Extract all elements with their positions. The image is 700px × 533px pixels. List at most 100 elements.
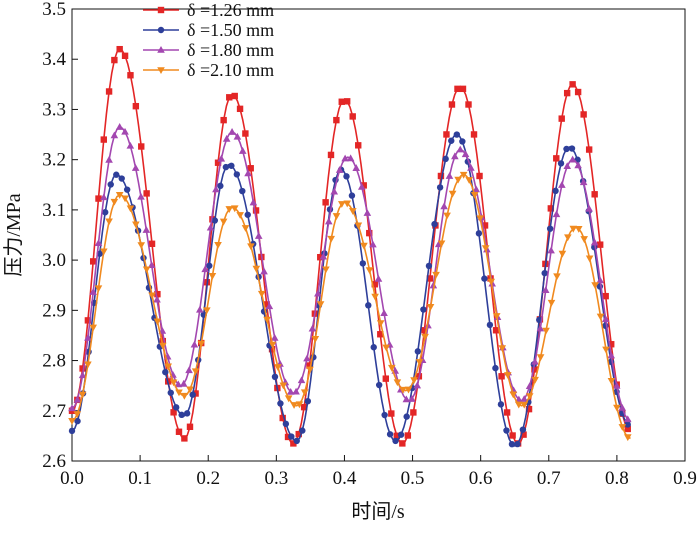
data-point	[492, 364, 499, 372]
data-point	[498, 373, 505, 380]
data-point	[201, 265, 209, 273]
y-tick-label: 3.4	[42, 49, 66, 70]
legend-marker	[157, 67, 165, 74]
data-point	[531, 366, 538, 373]
data-point	[230, 205, 239, 213]
data-point	[536, 324, 545, 332]
data-point	[454, 85, 461, 93]
data-point	[142, 226, 151, 233]
data-point	[211, 217, 219, 224]
data-point	[564, 234, 572, 242]
data-point	[137, 192, 145, 200]
legend-marker	[157, 26, 165, 34]
data-point	[541, 269, 548, 277]
data-point	[357, 182, 366, 190]
data-point	[335, 166, 344, 173]
data-point	[84, 317, 92, 324]
data-point	[442, 155, 449, 163]
data-point	[602, 292, 609, 300]
data-point	[508, 440, 516, 448]
data-point	[547, 299, 556, 307]
plot-frame	[71, 8, 686, 462]
data-point	[590, 238, 599, 246]
data-point	[408, 395, 416, 402]
data-point	[178, 411, 185, 419]
data-point	[420, 306, 427, 313]
x-tick-label: 0.4	[333, 468, 357, 489]
data-point	[174, 380, 183, 388]
data-point	[181, 435, 188, 442]
data-point	[292, 387, 300, 395]
data-point	[531, 376, 539, 384]
data-point	[486, 321, 494, 329]
data-point	[585, 146, 593, 153]
data-point	[596, 313, 605, 321]
data-point	[580, 111, 587, 118]
data-point	[492, 327, 500, 334]
data-point	[415, 359, 424, 366]
y-tick-label: 3.3	[42, 99, 66, 120]
data-point	[231, 92, 238, 100]
data-point	[352, 164, 361, 171]
data-point	[293, 437, 300, 445]
data-point	[222, 134, 231, 142]
data-point	[105, 155, 113, 163]
data-point	[68, 427, 76, 435]
data-point	[397, 431, 405, 438]
data-point	[268, 341, 277, 349]
legend-label: δ =1.26 mm	[187, 0, 274, 20]
data-point	[568, 155, 577, 163]
data-point	[601, 315, 610, 323]
y-tick-label: 2.8	[42, 351, 66, 372]
data-point	[580, 236, 588, 243]
data-point	[509, 432, 516, 439]
data-point	[206, 262, 213, 269]
data-point	[349, 113, 356, 120]
series-1	[68, 45, 631, 447]
data-point	[443, 131, 450, 138]
data-point	[94, 239, 103, 247]
data-point	[170, 409, 177, 416]
data-point	[392, 437, 399, 445]
data-point	[121, 127, 129, 135]
data-point	[89, 288, 97, 295]
data-point	[382, 375, 389, 382]
data-point	[520, 395, 529, 402]
data-point	[421, 327, 428, 334]
data-point	[568, 145, 576, 152]
data-point	[498, 345, 507, 352]
data-point	[102, 209, 109, 216]
data-point	[425, 262, 433, 270]
x-tick-label: 0.9	[673, 468, 697, 489]
data-point	[252, 265, 261, 273]
x-tick-label: 0.2	[196, 468, 220, 489]
data-point	[436, 184, 444, 191]
data-point	[111, 56, 118, 64]
data-point	[148, 240, 156, 247]
data-point	[525, 405, 533, 413]
data-point	[481, 222, 489, 229]
data-point	[137, 242, 146, 250]
data-point	[531, 357, 539, 365]
data-point	[263, 301, 270, 308]
data-point	[241, 225, 250, 232]
data-point	[73, 411, 82, 419]
data-point	[115, 123, 124, 130]
data-point	[142, 266, 151, 274]
data-point	[558, 115, 565, 122]
data-point	[242, 130, 249, 137]
data-point	[252, 207, 260, 214]
data-point	[618, 403, 627, 411]
data-point	[225, 206, 234, 213]
data-point	[295, 401, 304, 409]
data-point	[132, 221, 140, 229]
data-point	[525, 393, 534, 401]
data-point	[195, 305, 204, 313]
data-point	[138, 143, 145, 150]
data-point	[585, 204, 593, 212]
data-point	[591, 191, 598, 198]
data-point	[437, 240, 446, 248]
x-tick-label: 0.7	[537, 468, 561, 489]
data-point	[164, 363, 173, 371]
data-point	[208, 272, 217, 280]
